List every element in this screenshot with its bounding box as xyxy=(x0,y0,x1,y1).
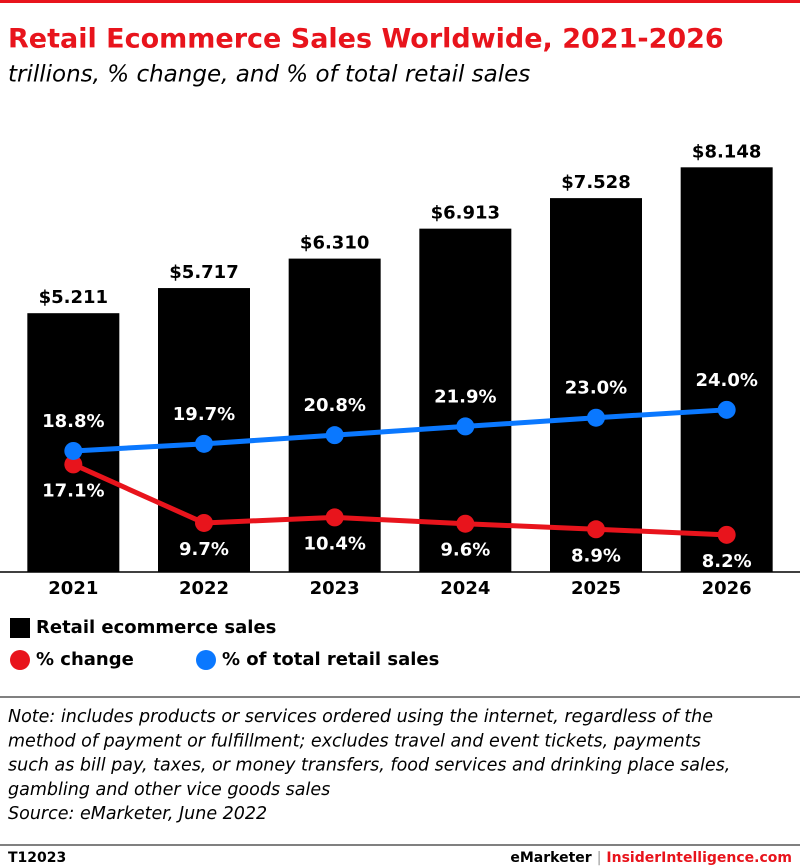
point xyxy=(456,417,475,436)
value-label: 9.6% xyxy=(440,540,490,561)
brand: eMarketer xyxy=(510,850,591,866)
value-label: $5.211 xyxy=(39,287,108,308)
point xyxy=(195,513,213,532)
note-line: Note: includes products or services orde… xyxy=(8,707,713,727)
value-label: 20.8% xyxy=(303,395,365,416)
footer-credit: eMarketer | InsiderIntelligence.com xyxy=(510,850,792,866)
bar xyxy=(680,167,773,573)
chart-title: Retail Ecommerce Sales Worldwide, 2021-2… xyxy=(8,24,724,55)
value-label: 10.4% xyxy=(303,533,365,554)
point xyxy=(325,426,344,445)
value-label: 21.9% xyxy=(434,386,496,407)
point xyxy=(717,525,736,544)
value-label: $5.717 xyxy=(169,262,238,283)
value-label: $6.913 xyxy=(431,203,500,224)
legend-label: % change xyxy=(36,649,134,670)
x-tick-label: 2024 xyxy=(440,578,490,599)
chart-subtitle: trillions, % change, and % of total reta… xyxy=(8,62,530,88)
x-tick-label: 2022 xyxy=(179,578,229,599)
legend-marker xyxy=(196,650,216,670)
top-rule xyxy=(0,0,800,3)
x-tick-label: 2025 xyxy=(571,578,621,599)
x-tick-label: 2023 xyxy=(310,578,360,599)
value-label: 23.0% xyxy=(565,378,627,399)
chart-id: T12023 xyxy=(8,850,66,866)
source: Source: eMarketer, June 2022 xyxy=(8,804,267,824)
value-label: 8.2% xyxy=(702,551,752,572)
value-label: 19.7% xyxy=(173,404,235,425)
value-label: 17.1% xyxy=(42,480,104,501)
note-line: gambling and other vice goods sales xyxy=(8,780,330,800)
value-label: $7.528 xyxy=(561,172,630,193)
legend-marker xyxy=(10,618,30,638)
x-tick-label: 2026 xyxy=(702,578,752,599)
legend-label: % of total retail sales xyxy=(222,649,439,670)
legend-marker xyxy=(10,650,30,670)
bar xyxy=(550,198,642,573)
point xyxy=(717,400,736,419)
value-label: 24.0% xyxy=(695,370,757,391)
legend-label: Retail ecommerce sales xyxy=(36,617,276,638)
value-label: $6.310 xyxy=(300,233,369,254)
point xyxy=(456,514,475,533)
value-label: $8.148 xyxy=(692,141,761,162)
separator: | xyxy=(597,850,602,866)
note-line: method of payment or fulfillment; exclud… xyxy=(8,731,701,751)
line xyxy=(73,407,727,454)
point xyxy=(64,455,83,474)
point xyxy=(195,434,213,453)
note-line: such as bill pay, taxes, or money transf… xyxy=(8,756,730,776)
point xyxy=(325,508,344,527)
point xyxy=(587,520,605,539)
value-label: 18.8% xyxy=(42,411,104,432)
point xyxy=(64,441,83,460)
x-tick-label: 2021 xyxy=(48,578,98,599)
value-label: 8.9% xyxy=(571,545,621,566)
point xyxy=(587,408,605,427)
site: InsiderIntelligence.com xyxy=(606,850,792,866)
line xyxy=(72,462,727,538)
value-label: 9.7% xyxy=(179,539,229,560)
